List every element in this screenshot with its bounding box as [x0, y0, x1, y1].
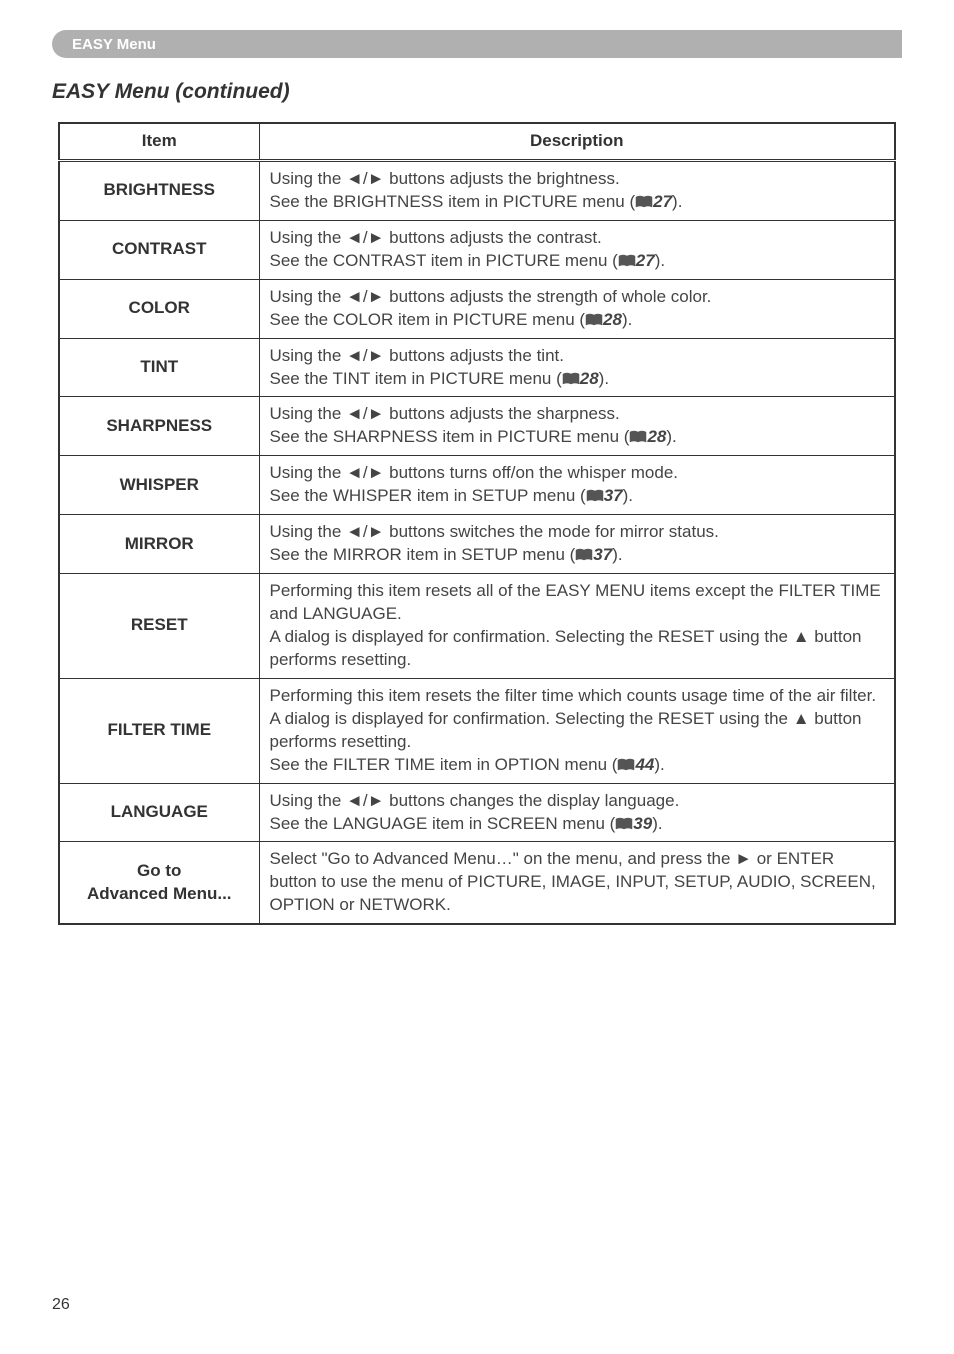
- book-icon: [585, 313, 603, 327]
- book-icon: [629, 430, 647, 444]
- item-label: LANGUAGE: [59, 783, 259, 842]
- item-desc: Using the ◄/► buttons adjusts the sharpn…: [259, 397, 895, 456]
- book-icon: [562, 372, 580, 386]
- table-body: BRIGHTNESSUsing the ◄/► buttons adjusts …: [59, 160, 895, 924]
- item-label: COLOR: [59, 279, 259, 338]
- col-desc: Description: [259, 123, 895, 160]
- table-row: CONTRASTUsing the ◄/► buttons adjusts th…: [59, 220, 895, 279]
- item-desc: Using the ◄/► buttons adjusts the streng…: [259, 279, 895, 338]
- item-label: SHARPNESS: [59, 397, 259, 456]
- item-desc: Using the ◄/► buttons switches the mode …: [259, 515, 895, 574]
- menu-table-wrap: Item Description BRIGHTNESSUsing the ◄/►…: [58, 122, 896, 925]
- table-row: WHISPERUsing the ◄/► buttons turns off/o…: [59, 456, 895, 515]
- item-desc: Performing this item resets the filter t…: [259, 678, 895, 783]
- book-icon: [617, 758, 635, 772]
- col-item: Item: [59, 123, 259, 160]
- table-row: COLORUsing the ◄/► buttons adjusts the s…: [59, 279, 895, 338]
- item-label: WHISPER: [59, 456, 259, 515]
- item-label: CONTRAST: [59, 220, 259, 279]
- item-label: MIRROR: [59, 515, 259, 574]
- item-desc: Using the ◄/► buttons turns off/on the w…: [259, 456, 895, 515]
- page-subtitle: EASY Menu (continued): [52, 80, 290, 104]
- table-row: LANGUAGEUsing the ◄/► buttons changes th…: [59, 783, 895, 842]
- book-icon: [575, 548, 593, 562]
- table-row: TINTUsing the ◄/► buttons adjusts the ti…: [59, 338, 895, 397]
- page-number: 26: [52, 1296, 70, 1314]
- item-label: BRIGHTNESS: [59, 160, 259, 220]
- book-icon: [586, 489, 604, 503]
- book-icon: [635, 195, 653, 209]
- menu-table: Item Description BRIGHTNESSUsing the ◄/►…: [58, 122, 896, 925]
- table-row: MIRRORUsing the ◄/► buttons switches the…: [59, 515, 895, 574]
- item-label: RESET: [59, 574, 259, 679]
- item-desc: Using the ◄/► buttons changes the displa…: [259, 783, 895, 842]
- item-desc: Using the ◄/► buttons adjusts the tint.S…: [259, 338, 895, 397]
- table-row: RESETPerforming this item resets all of …: [59, 574, 895, 679]
- table-row: SHARPNESSUsing the ◄/► buttons adjusts t…: [59, 397, 895, 456]
- item-label: Go toAdvanced Menu...: [59, 842, 259, 924]
- item-desc: Select "Go to Advanced Menu…" on the men…: [259, 842, 895, 924]
- table-row: BRIGHTNESSUsing the ◄/► buttons adjusts …: [59, 160, 895, 220]
- item-desc: Performing this item resets all of the E…: [259, 574, 895, 679]
- section-title: EASY Menu: [72, 36, 156, 53]
- section-header: EASY Menu: [52, 30, 902, 58]
- item-label: FILTER TIME: [59, 678, 259, 783]
- book-icon: [615, 817, 633, 831]
- table-row: FILTER TIMEPerforming this item resets t…: [59, 678, 895, 783]
- item-label: TINT: [59, 338, 259, 397]
- book-icon: [618, 254, 636, 268]
- table-row: Go toAdvanced Menu...Select "Go to Advan…: [59, 842, 895, 924]
- item-desc: Using the ◄/► buttons adjusts the bright…: [259, 160, 895, 220]
- item-desc: Using the ◄/► buttons adjusts the contra…: [259, 220, 895, 279]
